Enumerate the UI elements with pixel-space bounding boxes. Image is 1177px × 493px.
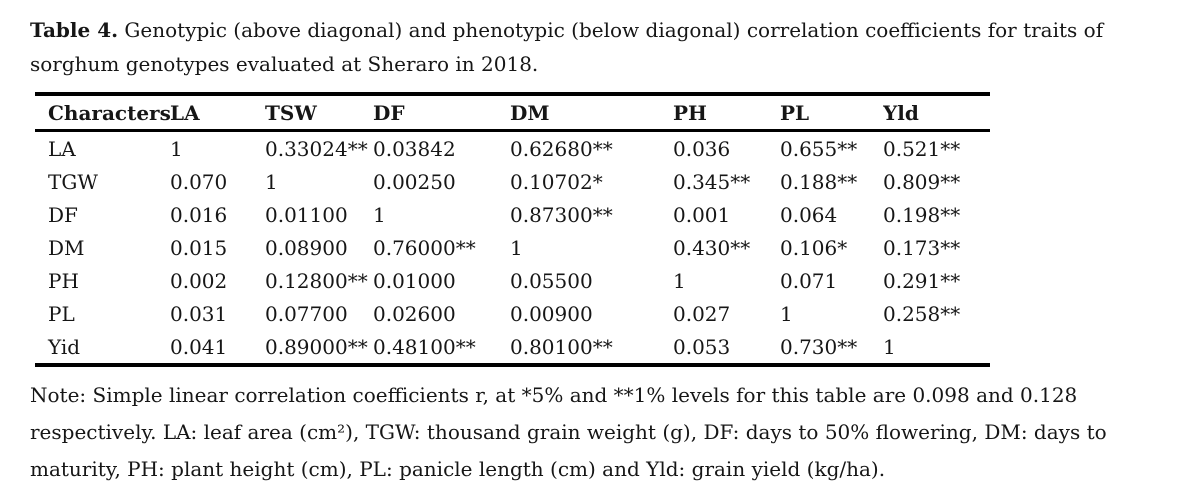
row-label: DF [48,202,78,227]
table-cell: 0.002 [170,268,228,293]
table-cell: 0.053 [673,334,731,359]
row-label: DM [48,235,85,260]
table-cell: 0.730** [780,334,858,359]
table-row-dm: DM 0.015 0.08900 0.76000** 1 0.430** 0.1… [35,231,990,264]
table-cell: 0.48100** [373,334,476,359]
table-cell: 0.291** [883,268,961,293]
table-cell: 1 [265,169,278,194]
table-cell: 0.80100** [510,334,613,359]
row-label: Yid [48,334,81,359]
table-cell: 0.027 [673,301,731,326]
column-header-yld: Yld [883,94,990,132]
table-cell: 0.08900 [265,235,348,260]
table-cell: 0.036 [673,136,731,161]
row-label: LA [48,136,76,161]
table-cell: 0.02600 [373,301,456,326]
table-row-la: LA 1 0.33024** 0.03842 0.62680** 0.036 0… [35,131,990,166]
column-header-ph: PH [673,94,780,132]
table-cell: 0.01000 [373,268,456,293]
table-cell: 0.12800** [265,268,368,293]
table-cell: 0.041 [170,334,228,359]
table-cell: 1 [883,334,896,359]
column-header-df: DF [373,94,510,132]
table-cell: 0.10702* [510,169,603,194]
table-cell: 0.03842 [373,136,456,161]
table-row-ph: PH 0.002 0.12800** 0.01000 0.05500 1 0.0… [35,264,990,297]
table-cell: 0.521** [883,136,961,161]
table-row-tgw: TGW 0.070 1 0.00250 0.10702* 0.345** 0.1… [35,165,990,198]
table-cell: 0.00900 [510,301,593,326]
row-label: PL [48,301,75,326]
table-cell: 0.05500 [510,268,593,293]
table-cell: 0.33024** [265,136,368,161]
table-row-df: DF 0.016 0.01100 1 0.87300** 0.001 0.064… [35,198,990,231]
table-cell: 0.173** [883,235,961,260]
table-cell: 0.070 [170,169,228,194]
table-caption: Table 4. Genotypic (above diagonal) and … [30,13,1149,81]
row-label: TGW [48,169,98,194]
row-label: PH [48,268,79,293]
table-cell: 0.188** [780,169,858,194]
table-cell: 0.198** [883,202,961,227]
table-cell: 0.01100 [265,202,348,227]
table-note: Note: Simple linear correlation coeffici… [30,383,1107,481]
table-cell: 1 [673,268,686,293]
table-cell: 0.001 [673,202,731,227]
table-header-row: Characters LA TSW DF DM PH PL Yld [35,94,990,132]
column-header-characters: Characters [35,94,170,132]
table-cell: 0.064 [780,202,838,227]
table-cell: 0.655** [780,136,858,161]
table-cell: 1 [510,235,523,260]
table-cell: 0.015 [170,235,228,260]
table-cell: 1 [373,202,386,227]
table-cell: 0.106* [780,235,848,260]
table-cell: 1 [780,301,793,326]
table-cell: 0.89000** [265,334,368,359]
table-cell: 0.809** [883,169,961,194]
table-caption-text: Genotypic (above diagonal) and phenotypi… [30,18,1104,76]
table-cell: 1 [170,136,183,161]
table-cell: 0.071 [780,268,838,293]
table-cell: 0.258** [883,301,961,326]
table-cell: 0.62680** [510,136,613,161]
table-cell: 0.00250 [373,169,456,194]
table-cell: 0.07700 [265,301,348,326]
column-header-tsw: TSW [265,94,373,132]
table-cell: 0.76000** [373,235,476,260]
table-cell: 0.031 [170,301,228,326]
table-cell: 0.87300** [510,202,613,227]
correlation-table: Characters LA TSW DF DM PH PL Yld LA 1 0… [35,92,990,367]
table-caption-label: Table 4. [30,18,119,42]
table-cell: 0.430** [673,235,751,260]
column-header-dm: DM [510,94,673,132]
table-cell: 0.016 [170,202,228,227]
column-header-pl: PL [780,94,883,132]
table-cell: 0.345** [673,169,751,194]
column-header-la: LA [170,94,265,132]
table-row-yid: Yid 0.041 0.89000** 0.48100** 0.80100** … [35,330,990,365]
table-row-pl: PL 0.031 0.07700 0.02600 0.00900 0.027 1… [35,297,990,330]
